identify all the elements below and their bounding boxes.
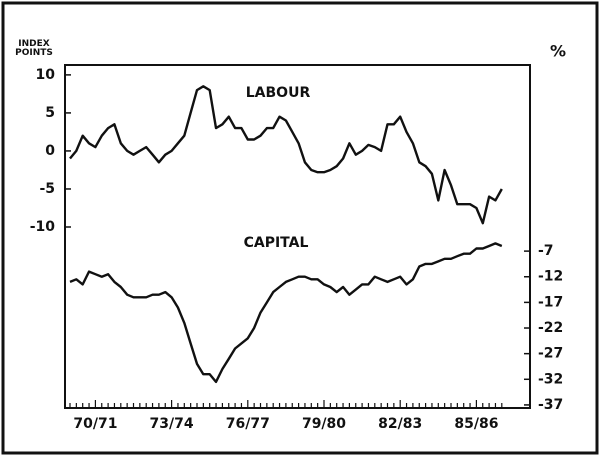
series-label: CAPITAL: [244, 235, 309, 251]
y2-tick-label: -22: [538, 320, 563, 336]
y2-axis-label: %: [550, 42, 566, 61]
x-tick-label: 85/86: [454, 416, 498, 432]
line-series: [69, 85, 503, 225]
y-axis-label: INDEX POINTS: [15, 39, 53, 58]
y-tick-label: -5: [39, 181, 55, 197]
line-series: [69, 242, 503, 384]
y-tick-label: -10: [30, 219, 56, 235]
x-tick-label: 70/71: [73, 416, 117, 432]
y2-tick-label: -12: [538, 269, 563, 285]
y2-tick-label: -37: [538, 397, 563, 413]
y2-tick-label: -27: [538, 346, 563, 362]
x-tick-label: 73/74: [150, 416, 194, 432]
y2-tick-label: -17: [538, 294, 563, 310]
y2-tick-label: -7: [538, 243, 554, 259]
y2-tick-label: -32: [538, 371, 563, 387]
plot-area: [64, 64, 531, 409]
y-tick-label: 5: [45, 105, 55, 121]
y-tick-label: 0: [45, 143, 55, 159]
x-tick-label: 76/77: [226, 416, 270, 432]
y-tick-label: 10: [36, 67, 56, 83]
x-tick-label: 82/83: [378, 416, 422, 432]
x-tick-label: 79/80: [302, 416, 346, 432]
series-label: LABOUR: [246, 85, 311, 101]
